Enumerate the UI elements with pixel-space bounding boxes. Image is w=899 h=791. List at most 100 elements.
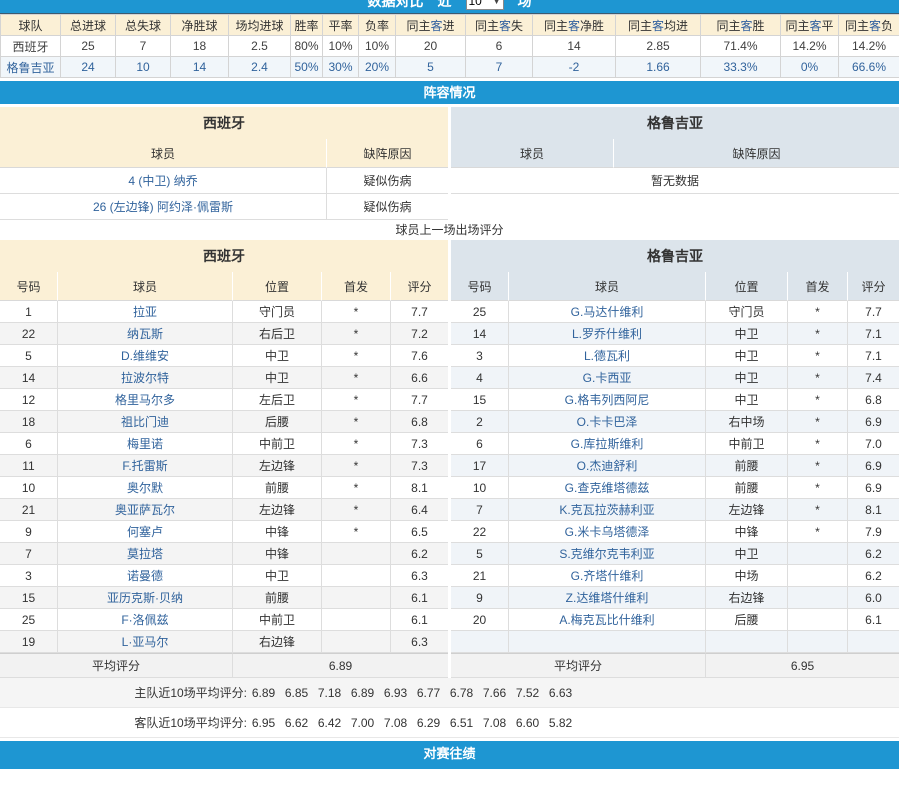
player-row: 6 G.库拉斯维利 中前卫 * 7.0 (451, 433, 899, 455)
starter-mark: * (788, 455, 848, 477)
player-name-cell: 拉波尔特 (58, 367, 233, 389)
player-link[interactable]: 纳瓦斯 (126, 327, 163, 341)
player-link[interactable]: 莫拉塔 (126, 547, 163, 561)
player-rating: 7.1 (848, 345, 899, 367)
player-link[interactable]: G.库拉斯维利 (570, 437, 644, 451)
lineup-banner: 阵容情况 (0, 81, 899, 104)
player-link[interactable]: 诺曼德 (126, 569, 163, 583)
player-link[interactable]: K.克瓦拉茨赫利亚 (559, 503, 655, 517)
player-link[interactable]: S.克维尔克韦利亚 (559, 547, 655, 561)
player-position: 中卫 (233, 345, 322, 367)
player-link[interactable]: 亚历克斯·贝纳 (107, 591, 183, 605)
avg-rating-row: 平均评分 6.89 (0, 653, 448, 678)
away-ratings-col-rating: 评分 (848, 272, 899, 301)
player-link[interactable]: F·洛佩兹 (121, 613, 169, 627)
player-row: 15 亚历克斯·贝纳 前腰 6.1 (0, 587, 448, 609)
player-row: 14 拉波尔特 中卫 * 6.6 (0, 367, 448, 389)
stat-value: 7 (115, 35, 171, 57)
recent-avg-value: 7.08 (383, 715, 408, 730)
player-rating: 8.1 (848, 499, 899, 521)
player-link[interactable]: A.梅克瓦比什维利 (559, 613, 655, 627)
player-link[interactable]: 奥尔默 (126, 481, 163, 495)
player-link[interactable]: 奥亚萨瓦尔 (114, 503, 175, 517)
player-rating: 7.2 (391, 323, 448, 345)
ratings-section: 西班牙 号码 球员 位置 首发 评分 1 拉亚 守门员 * 7.7 22 纳瓦斯 右后卫 * 7.2 5 D.… (0, 240, 899, 678)
player-row: 22 纳瓦斯 右后卫 * 7.2 (0, 323, 448, 345)
starter-mark: * (788, 367, 848, 389)
player-position: 中前卫 (233, 609, 322, 631)
recent-avg-value: 6.85 (284, 685, 309, 700)
starter-mark: * (788, 301, 848, 323)
player-position: 守门员 (233, 301, 322, 323)
player-link[interactable]: O.杰迪舒利 (576, 459, 638, 473)
stats-col-header: 平率 (322, 14, 359, 36)
player-link[interactable]: F.托雷斯 (122, 459, 168, 473)
player-link[interactable]: G.马达什维利 (570, 305, 644, 319)
player-rating: 6.3 (391, 565, 448, 587)
player-name-cell: G.卡西亚 (509, 367, 706, 389)
player-name-cell (509, 631, 706, 653)
stat-value: 20 (395, 35, 466, 57)
player-link[interactable]: G.格韦列西阿尼 (564, 393, 650, 407)
absent-player-row: 26 (左边锋) 阿约泽·佩雷斯 疑似伤病 (0, 194, 448, 220)
player-position: 右中场 (706, 411, 788, 433)
player-rating: 6.5 (391, 521, 448, 543)
starter-mark: * (322, 323, 391, 345)
player-link[interactable]: G.卡西亚 (582, 371, 632, 385)
player-row: 9 何塞卢 中锋 * 6.5 (0, 521, 448, 543)
player-link[interactable]: Z.达维塔什维利 (565, 591, 649, 605)
player-position: 右边锋 (706, 587, 788, 609)
player-link[interactable]: G.查克维塔德兹 (564, 481, 650, 495)
player-number: 15 (0, 587, 58, 609)
player-rating: 6.2 (848, 565, 899, 587)
absent-player-link[interactable]: 26 (左边锋) 阿约泽·佩雷斯 (92, 200, 233, 214)
player-number: 9 (451, 587, 509, 609)
player-number: 6 (451, 433, 509, 455)
player-name-cell: G.齐塔什维利 (509, 565, 706, 587)
player-row: 3 L.德瓦利 中卫 * 7.1 (451, 345, 899, 367)
header-text: 同主 (406, 18, 431, 33)
starter-mark: * (788, 477, 848, 499)
player-position: 右边锋 (233, 631, 322, 653)
player-name-cell: G.查克维塔德兹 (509, 477, 706, 499)
player-link[interactable]: L.罗乔什维利 (571, 327, 642, 341)
player-number: 15 (451, 389, 509, 411)
recent-avg-value: 7.18 (317, 685, 342, 700)
player-link[interactable]: G.齐塔什维利 (570, 569, 644, 583)
player-name-cell: L.罗乔什维利 (509, 323, 706, 345)
recent-avg-value: 7.66 (482, 685, 507, 700)
chevron-down-icon: ▼ (492, 0, 501, 6)
recent-avg-value: 6.89 (350, 685, 375, 700)
player-name-cell: L·亚马尔 (58, 631, 233, 653)
player-link[interactable]: D.维维安 (120, 349, 169, 363)
stat-value: 14 (170, 56, 229, 78)
home-ratings-col-position: 位置 (233, 272, 322, 301)
player-link[interactable]: 拉亚 (132, 305, 157, 319)
header-text: 胜 (752, 18, 765, 33)
player-name-cell: 何塞卢 (58, 521, 233, 543)
recent-avg-value: 6.29 (416, 715, 441, 730)
player-position: 前腰 (706, 477, 788, 499)
player-link[interactable]: O.卡卡巴泽 (576, 415, 638, 429)
header-text: 同主 (844, 18, 869, 33)
stat-value: 10% (358, 35, 396, 57)
player-link[interactable]: 梅里诺 (126, 437, 163, 451)
absent-player-link[interactable]: 4 (中卫) 纳乔 (128, 174, 198, 188)
player-link[interactable]: 拉波尔特 (120, 371, 169, 385)
player-link[interactable]: L.德瓦利 (583, 349, 630, 363)
player-link[interactable]: 何塞卢 (126, 525, 163, 539)
player-row: 7 莫拉塔 中锋 6.2 (0, 543, 448, 565)
stat-value: 14.2% (838, 35, 899, 57)
recent-matches-select[interactable]: 10 ▼ (465, 0, 504, 10)
stats-compare-table: 球队 总进球 总失球 净胜球 场均进球 胜率 平率 负率 同主客进 同主客失 同主客净胜 同主客均进同… (0, 14, 899, 78)
player-number: 12 (0, 389, 58, 411)
starter-mark (322, 587, 391, 609)
home-lineup-table: 球员 缺阵原因 4 (中卫) 纳乔 疑似伤病 26 (左边锋) 阿约泽·佩雷斯 … (0, 139, 448, 220)
player-link[interactable]: 格里马尔多 (114, 393, 175, 407)
player-link[interactable]: G.米卡乌塔德泽 (564, 525, 650, 539)
starter-mark: * (788, 499, 848, 521)
player-link[interactable]: 祖比门迪 (120, 415, 169, 429)
player-rating: 7.6 (391, 345, 448, 367)
player-link[interactable]: L·亚马尔 (121, 635, 169, 649)
player-number (451, 631, 509, 653)
